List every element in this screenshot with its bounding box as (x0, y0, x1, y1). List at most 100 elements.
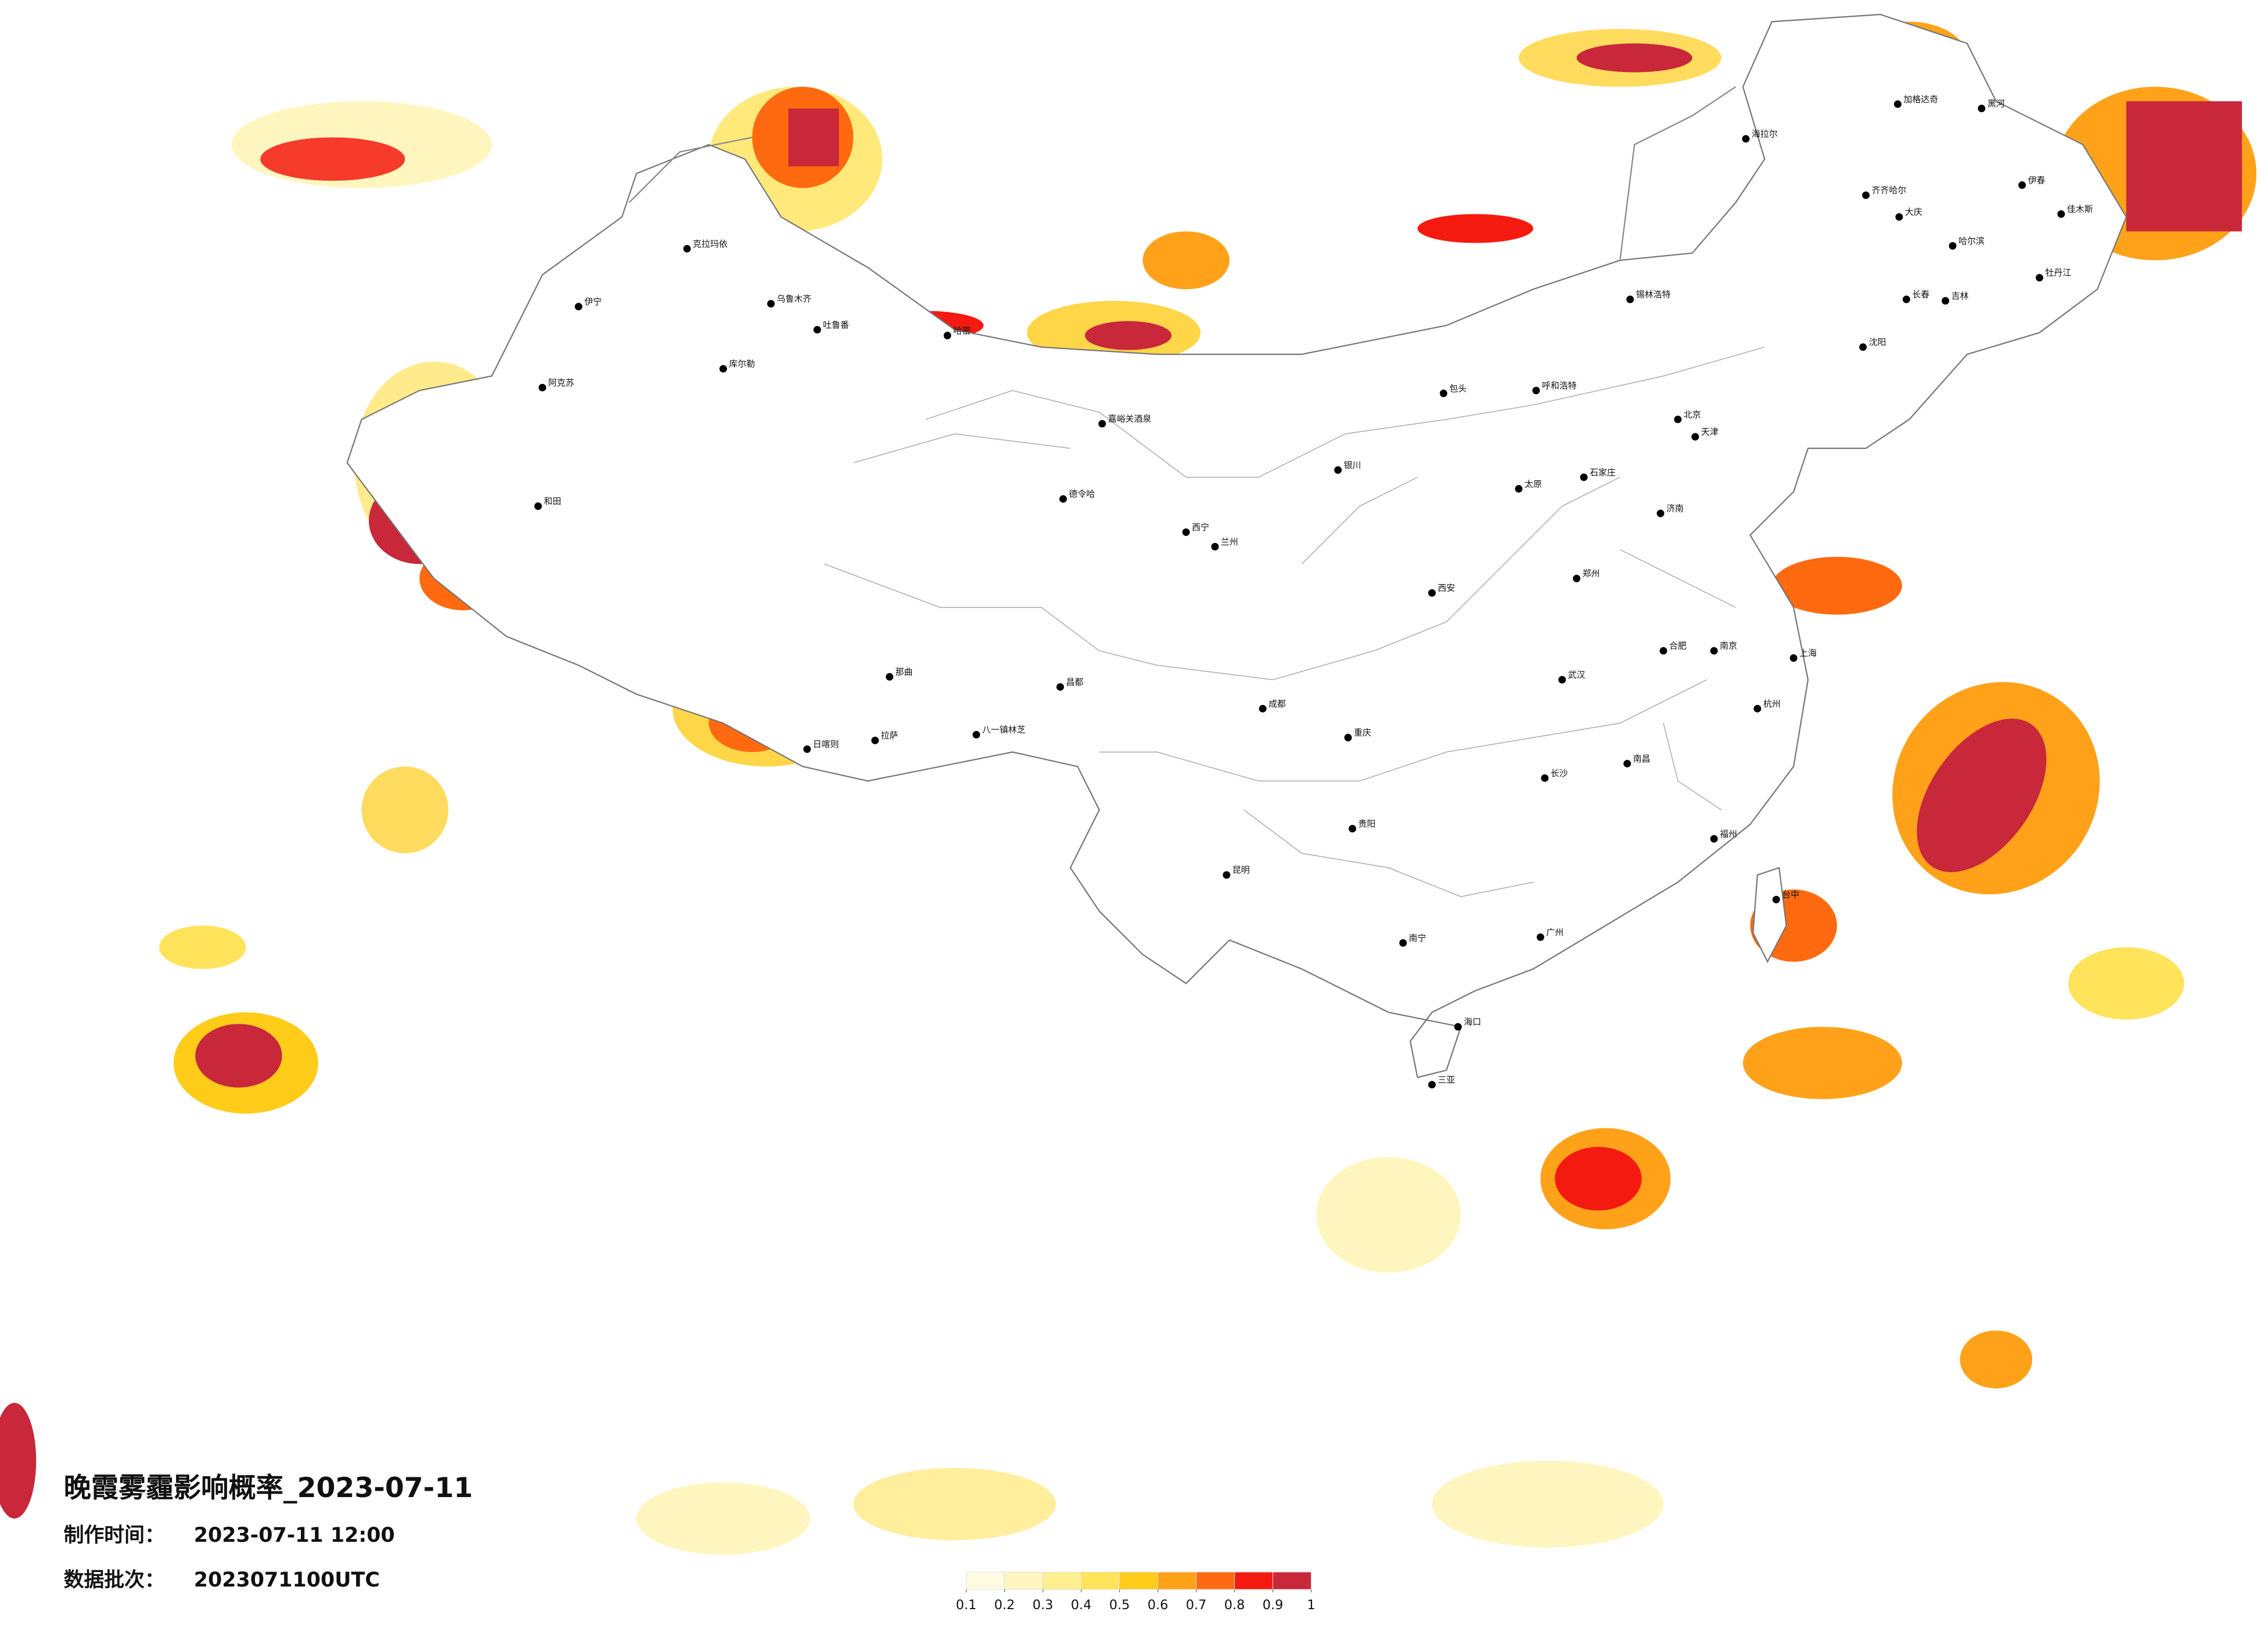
legend-swatch (1081, 1571, 1120, 1590)
city-dot (972, 731, 980, 739)
city-dot (1223, 871, 1231, 879)
city-label: 锡林浩特 (1636, 289, 1671, 300)
city-label: 库尔勒 (729, 359, 755, 369)
city-dot (1532, 386, 1540, 394)
city-dot (1515, 485, 1523, 493)
city-dot (1059, 495, 1067, 503)
city-dot (1098, 420, 1106, 428)
data-batch-label: 数据批次： (64, 1569, 165, 1592)
legend-swatch (1043, 1571, 1082, 1590)
city-dot (2057, 210, 2065, 218)
city-label: 呼和浩特 (1542, 380, 1577, 391)
city-dot (719, 365, 727, 373)
city-label: 齐齐哈尔 (1872, 185, 1907, 196)
city-label: 上海 (1799, 648, 1817, 659)
city-label: 吐鲁番 (823, 319, 849, 330)
city-dot (1895, 213, 1903, 221)
city-label: 乌鲁木齐 (777, 294, 811, 304)
city-label: 黑河 (1987, 98, 2005, 109)
city-label: 和田 (544, 496, 561, 506)
city-dot (1344, 733, 1352, 742)
legend-tick-label: 0.3 (1033, 1598, 1054, 1613)
city-dot (538, 383, 547, 391)
city-dot (1399, 939, 1407, 947)
city-label: 台中 (1782, 890, 1799, 900)
city-dot (1893, 100, 1902, 108)
city-label: 那曲 (896, 667, 913, 677)
city-label: 嘉峪关酒泉 (1108, 413, 1152, 424)
city-dot (1541, 774, 1549, 782)
city-label: 海口 (1464, 1017, 1481, 1027)
legend-swatch (1196, 1571, 1235, 1590)
city-label: 日喀则 (813, 739, 839, 750)
city-label: 伊宁 (584, 297, 602, 307)
city-dot (1942, 297, 1950, 305)
city-label: 大庆 (1905, 207, 1922, 217)
city-dot (1439, 389, 1447, 397)
city-label: 长春 (1912, 289, 1929, 300)
city-dot (1656, 509, 1665, 517)
city-label: 伊春 (2028, 175, 2046, 185)
city-label: 西宁 (1192, 522, 1209, 533)
city-dot (1349, 825, 1357, 833)
city-label: 广州 (1546, 927, 1563, 937)
city-label: 德令哈 (1069, 489, 1095, 499)
map-title: 晚霞雾霾影响概率_2023-07-11 (64, 1472, 473, 1504)
city-label: 北京 (1684, 409, 1701, 420)
city-dot (1659, 647, 1667, 655)
city-dot (1949, 242, 1957, 250)
city-label: 银川 (1344, 460, 1361, 470)
city-dot (1789, 654, 1798, 662)
borders (346, 13, 2127, 1078)
city-label: 克拉玛依 (693, 239, 728, 249)
city-label: 合肥 (1669, 641, 1687, 651)
city-label: 海拉尔 (1752, 129, 1778, 139)
city-dot (1334, 466, 1342, 474)
legend-swatch (1004, 1571, 1044, 1590)
legend-tick-label: 0.8 (1224, 1598, 1245, 1613)
city-dot (1710, 834, 1718, 843)
city-label: 昆明 (1232, 865, 1250, 875)
legend-swatch (1273, 1571, 1312, 1590)
city-label: 重庆 (1354, 728, 1371, 738)
city-dot (886, 673, 894, 681)
city-label: 石家庄 (1590, 467, 1616, 477)
city-label: 太原 (1525, 479, 1542, 489)
city-dot (1674, 415, 1682, 423)
city-dot (1623, 760, 1631, 768)
city-dot (813, 326, 821, 334)
legend-swatch (1119, 1571, 1159, 1590)
city-dot (683, 244, 691, 253)
city-label: 天津 (1701, 427, 1719, 437)
production-time: 2023-07-11 12:00 (194, 1524, 395, 1547)
city-dot (1753, 704, 1762, 713)
city-label: 阿克苏 (548, 377, 574, 388)
city-label: 拉萨 (881, 731, 898, 741)
city-dot (1454, 1023, 1462, 1031)
city-label: 三亚 (1437, 1074, 1455, 1085)
legend-swatch (1234, 1571, 1274, 1590)
city-dot (1428, 589, 1436, 597)
city-dot (1211, 542, 1219, 551)
city-label: 福州 (1720, 829, 1737, 839)
city-dot (1862, 191, 1870, 199)
city-dot (943, 332, 951, 340)
legend-tick-label: 0.7 (1186, 1598, 1207, 1613)
city-label: 包头 (1449, 383, 1467, 394)
city-label: 贵阳 (1358, 819, 1376, 829)
city-label: 武汉 (1568, 670, 1586, 680)
city-label: 兰州 (1221, 537, 1238, 547)
city-label: 昌都 (1066, 677, 1083, 687)
city-dot (1580, 473, 1588, 481)
city-dot (1859, 343, 1867, 351)
city-dot (1259, 704, 1267, 713)
city-dot (1182, 528, 1190, 536)
legend-tick-label: 0.5 (1109, 1598, 1130, 1613)
city-dot (1573, 574, 1581, 582)
city-dot (1428, 1081, 1436, 1089)
city-label: 牡丹江 (2045, 268, 2071, 278)
city-dot (2036, 274, 2043, 282)
legend-tick-label: 0.2 (994, 1598, 1015, 1613)
city-label: 南昌 (1633, 753, 1651, 764)
